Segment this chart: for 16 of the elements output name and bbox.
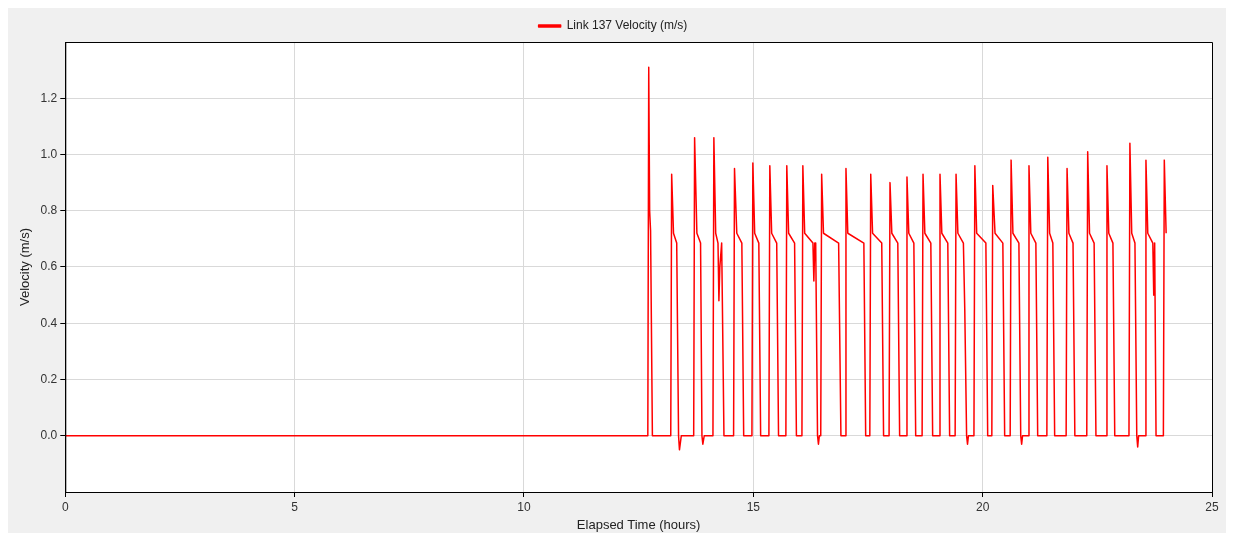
- legend-label: Link 137 Velocity (m/s): [566, 18, 688, 33]
- y-tick-label: 0.4: [40, 315, 58, 330]
- y-tick-label: 1.0: [40, 146, 58, 161]
- y-tick-label: 0.0: [40, 428, 58, 443]
- y-tick-label: 0.6: [40, 259, 58, 274]
- y-axis-title: Velocity (m/s): [17, 227, 33, 307]
- x-tick-label: 20: [975, 499, 990, 514]
- y-tick-label: 0.8: [40, 203, 58, 218]
- x-tick-label: 5: [291, 499, 299, 514]
- x-tick-label: 10: [517, 499, 531, 514]
- y-tick-label: 0.2: [40, 371, 58, 386]
- x-axis-title: Elapsed Time (hours): [576, 516, 701, 532]
- x-tick-label: 25: [1205, 499, 1219, 514]
- x-tick-label: 15: [746, 499, 761, 514]
- x-tick-label: 0: [61, 499, 69, 514]
- y-tick-label: 1.2: [40, 90, 58, 105]
